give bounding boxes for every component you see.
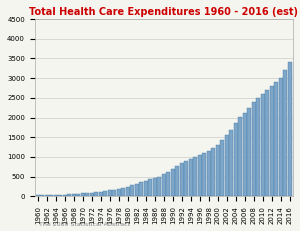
Bar xyxy=(50,195,53,196)
Bar xyxy=(40,195,44,196)
Bar xyxy=(212,148,215,196)
Bar xyxy=(229,130,233,196)
Bar xyxy=(198,155,202,196)
Bar xyxy=(99,192,103,196)
Bar xyxy=(207,151,211,196)
Bar xyxy=(76,194,80,196)
Bar xyxy=(288,62,292,196)
Bar xyxy=(167,172,170,196)
Bar xyxy=(144,181,148,196)
Bar xyxy=(126,187,130,196)
Bar xyxy=(112,190,116,196)
Bar xyxy=(184,161,188,196)
Bar xyxy=(153,178,157,196)
Bar xyxy=(252,102,256,196)
Bar xyxy=(270,86,274,196)
Bar xyxy=(103,191,107,196)
Bar xyxy=(243,113,247,196)
Title: Total Health Care Expenditures 1960 - 2016 (est): Total Health Care Expenditures 1960 - 20… xyxy=(29,7,298,17)
Text: The 2009 Statistical Abstract: The 2009 Statistical Abstract xyxy=(39,222,130,227)
Bar xyxy=(238,117,242,196)
Bar xyxy=(90,193,94,196)
Bar xyxy=(135,184,139,196)
Bar xyxy=(122,188,125,196)
Bar xyxy=(54,195,58,196)
Bar xyxy=(176,166,179,196)
Bar xyxy=(45,195,49,196)
Bar xyxy=(162,174,166,196)
Bar xyxy=(225,135,229,196)
Bar xyxy=(148,179,152,196)
Bar xyxy=(180,163,184,196)
Bar xyxy=(247,108,251,196)
Bar xyxy=(216,145,220,196)
Bar xyxy=(171,169,175,196)
Bar xyxy=(85,193,89,196)
Bar xyxy=(140,182,143,196)
Bar xyxy=(265,90,269,196)
Bar xyxy=(256,98,260,196)
Bar xyxy=(72,194,76,196)
Bar xyxy=(94,192,98,196)
Bar xyxy=(261,94,265,196)
Bar xyxy=(58,195,62,196)
Bar xyxy=(189,159,193,196)
Bar xyxy=(220,140,224,196)
Bar xyxy=(279,78,283,196)
Bar xyxy=(68,194,71,196)
Bar xyxy=(63,195,67,196)
Bar xyxy=(108,190,112,196)
Bar xyxy=(234,123,238,196)
Bar xyxy=(117,189,121,196)
Bar xyxy=(36,195,40,196)
Bar xyxy=(274,82,278,196)
Bar xyxy=(158,177,161,196)
Bar xyxy=(130,185,134,196)
Bar xyxy=(194,157,197,196)
Bar xyxy=(202,153,206,196)
Bar xyxy=(283,70,287,196)
Bar xyxy=(81,193,85,196)
